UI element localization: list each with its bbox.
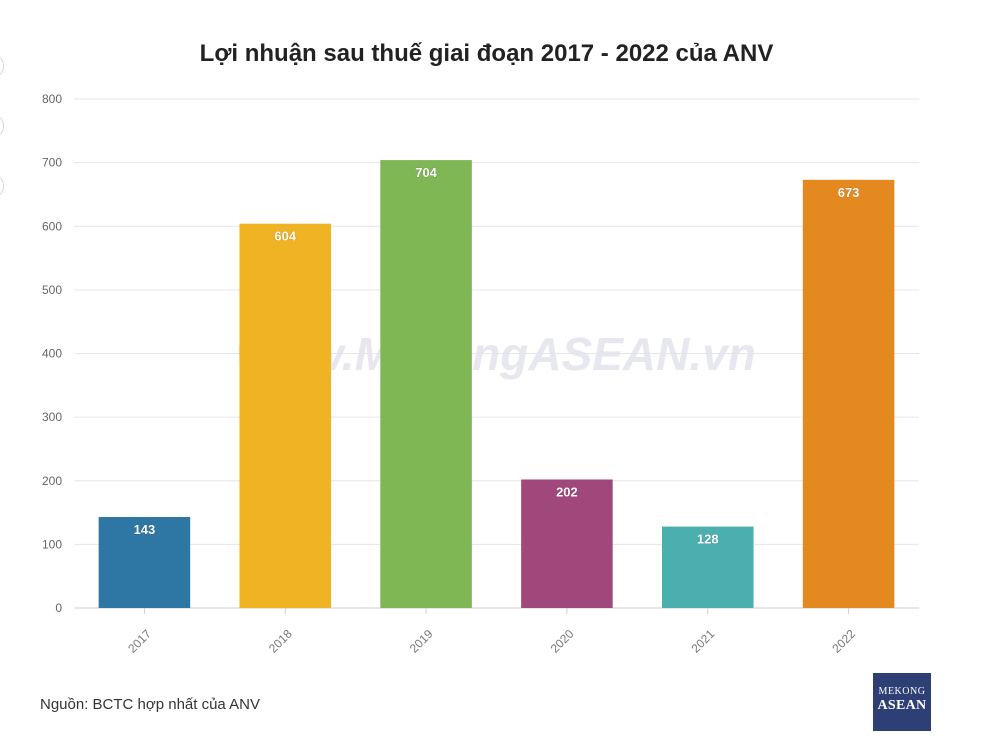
bar-2021 bbox=[661, 526, 754, 608]
y-tick-label: 200 bbox=[42, 474, 62, 488]
data-label: 704 bbox=[415, 165, 437, 180]
x-tick-label: 2017 bbox=[125, 627, 154, 656]
bar-2020 bbox=[521, 479, 613, 608]
chart-title: Lợi nhuận sau thuế giai đoạn 2017 - 2022… bbox=[199, 40, 774, 67]
y-tick-label: 600 bbox=[42, 219, 62, 233]
x-tick-label: 2021 bbox=[689, 627, 718, 656]
x-tick-label: 2018 bbox=[266, 627, 295, 656]
data-label: 604 bbox=[274, 229, 296, 244]
data-label: 202 bbox=[556, 484, 578, 499]
bar-2018 bbox=[239, 223, 332, 608]
bar-2022 bbox=[802, 179, 895, 608]
logo-bottom-text: ASEAN bbox=[877, 698, 927, 713]
y-tick-label: 500 bbox=[42, 283, 62, 297]
source-note: Nguồn: BCTC hợp nhất của ANV bbox=[40, 696, 260, 713]
data-label: 673 bbox=[838, 185, 860, 200]
bar-2019 bbox=[380, 160, 472, 608]
y-tick-label: 700 bbox=[42, 156, 62, 170]
x-axis-ticks: 2017 2018 2019 2020 2021 2022 bbox=[125, 608, 858, 656]
y-tick-label: 0 bbox=[55, 601, 62, 615]
x-tick-label: 2019 bbox=[407, 627, 436, 656]
gridlines: 0 100 200 300 400 500 600 700 800 bbox=[42, 92, 919, 615]
y-tick-label: 800 bbox=[42, 92, 62, 106]
mekong-asean-logo: MEKONG ASEAN bbox=[873, 673, 931, 731]
bars: 143 604 704 202 128 673 bbox=[98, 160, 895, 608]
x-tick-label: 2020 bbox=[548, 627, 577, 656]
x-tick-label: 2022 bbox=[829, 627, 858, 656]
data-label: 143 bbox=[134, 522, 156, 537]
y-tick-label: 100 bbox=[42, 537, 62, 551]
logo-top-text: MEKONG bbox=[878, 686, 926, 697]
y-tick-label: 400 bbox=[42, 347, 62, 361]
data-label: 128 bbox=[697, 532, 719, 547]
bar-2017 bbox=[98, 517, 191, 608]
y-tick-label: 300 bbox=[42, 410, 62, 424]
